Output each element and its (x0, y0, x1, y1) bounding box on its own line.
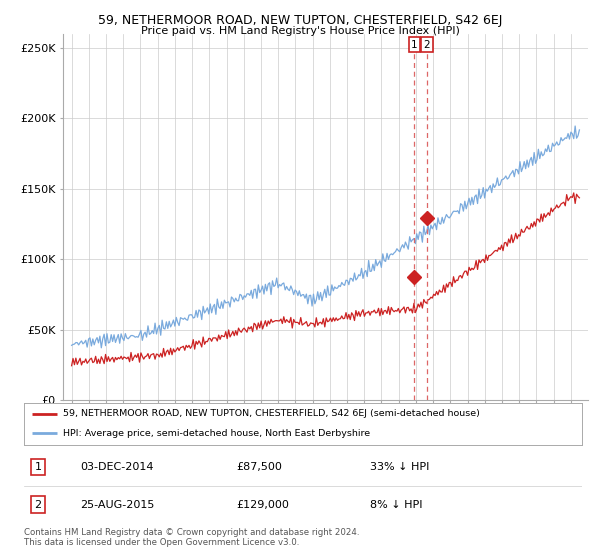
Text: Contains HM Land Registry data © Crown copyright and database right 2024.
This d: Contains HM Land Registry data © Crown c… (24, 528, 359, 547)
Text: 33% ↓ HPI: 33% ↓ HPI (370, 462, 430, 472)
Text: HPI: Average price, semi-detached house, North East Derbyshire: HPI: Average price, semi-detached house,… (63, 429, 370, 438)
Text: 59, NETHERMOOR ROAD, NEW TUPTON, CHESTERFIELD, S42 6EJ: 59, NETHERMOOR ROAD, NEW TUPTON, CHESTER… (98, 14, 502, 27)
Text: 03-DEC-2014: 03-DEC-2014 (80, 462, 154, 472)
Text: 2: 2 (424, 40, 430, 50)
Text: £87,500: £87,500 (236, 462, 282, 472)
Text: 1: 1 (34, 462, 41, 472)
Text: 2: 2 (34, 500, 41, 510)
Text: £129,000: £129,000 (236, 500, 289, 510)
Text: 1: 1 (411, 40, 418, 50)
Text: 59, NETHERMOOR ROAD, NEW TUPTON, CHESTERFIELD, S42 6EJ (semi-detached house): 59, NETHERMOOR ROAD, NEW TUPTON, CHESTER… (63, 409, 480, 418)
Text: 25-AUG-2015: 25-AUG-2015 (80, 500, 154, 510)
Text: Price paid vs. HM Land Registry's House Price Index (HPI): Price paid vs. HM Land Registry's House … (140, 26, 460, 36)
Text: 8% ↓ HPI: 8% ↓ HPI (370, 500, 422, 510)
